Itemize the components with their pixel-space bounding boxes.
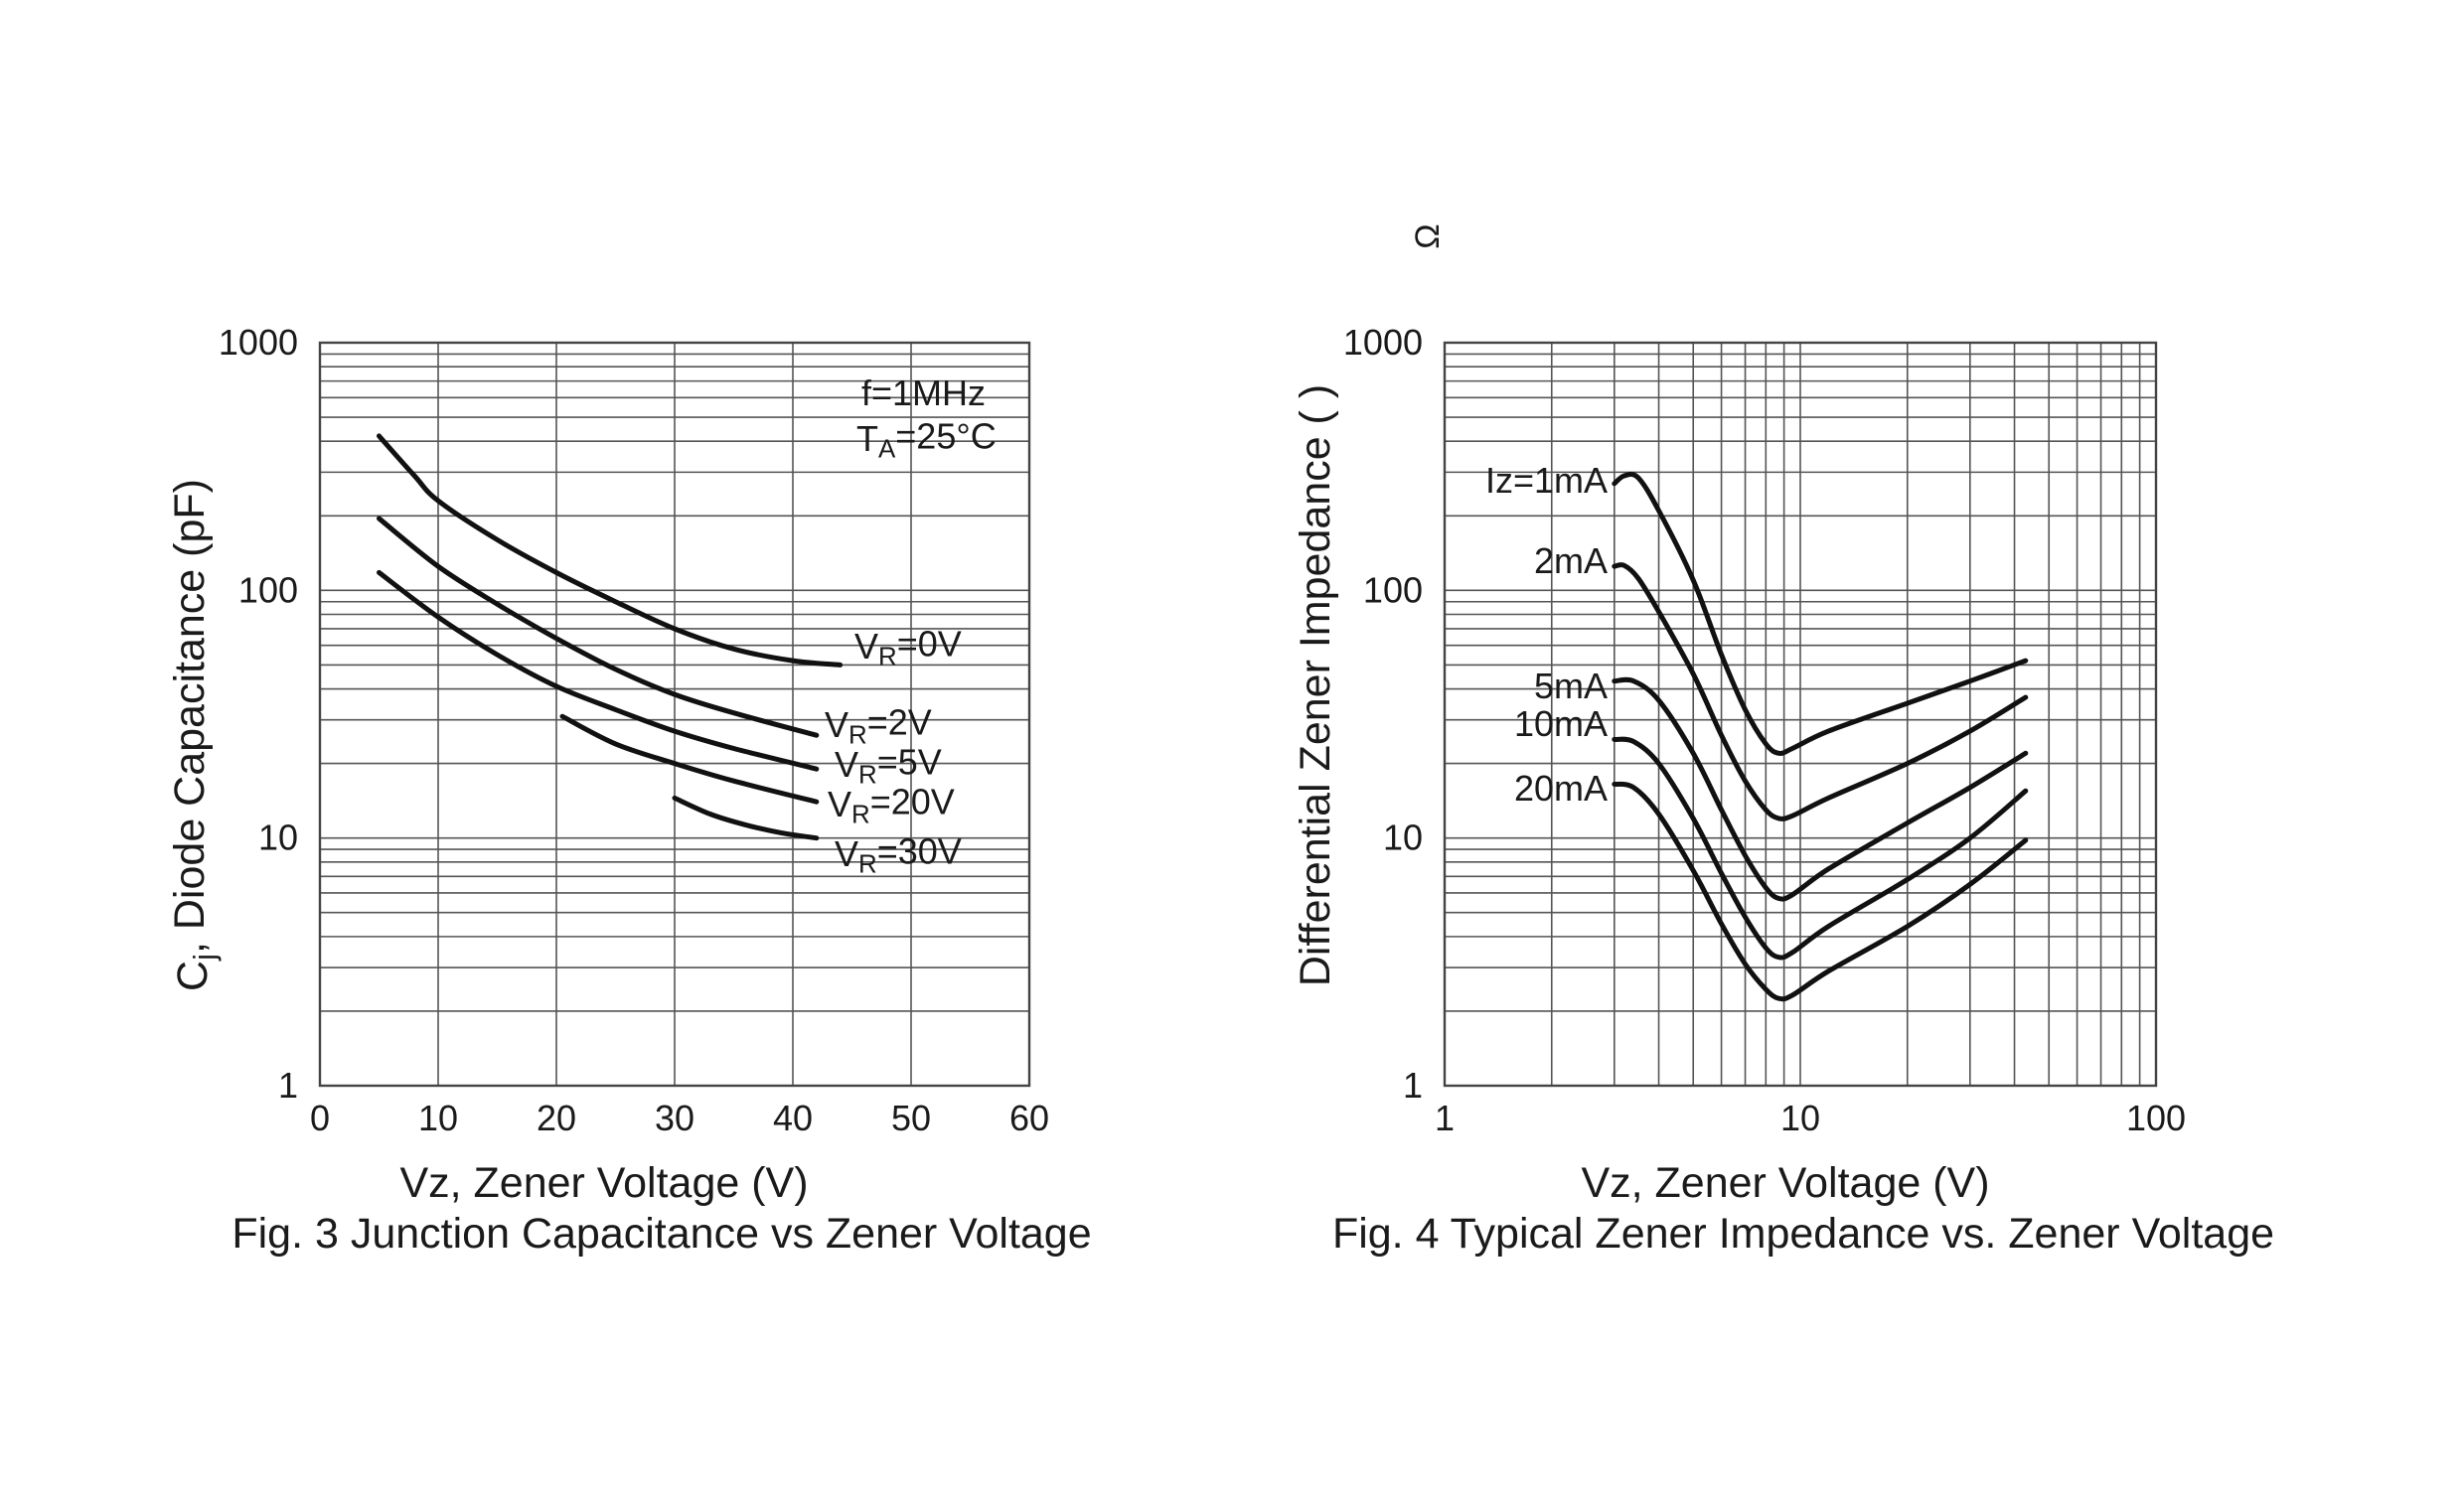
x-tick-label: 10 [1780, 1098, 1820, 1138]
y-axis-label-rest: , Diode Capacitance (pF) [166, 479, 214, 954]
y-axis-label-sub: j [187, 954, 222, 962]
series-line-1 [377, 433, 844, 668]
grid [320, 343, 1029, 1086]
series-label-4-rest: =20V [870, 781, 955, 821]
series-label-3-main: V [835, 744, 858, 785]
series-label-2-sub: R [848, 721, 867, 749]
series-line-5 [672, 795, 820, 841]
plot-frame [318, 341, 1031, 1088]
y-tick-label: 1 [1403, 1065, 1423, 1106]
series-label-4: 10mA [1514, 703, 1608, 744]
y-axis-label: Cj, Diode Capacitance (pF) [166, 479, 222, 991]
series-label-3-rest: =5V [877, 741, 942, 782]
x-tick-label: 100 [2126, 1098, 2186, 1138]
series-label-3-sub: R [858, 761, 877, 789]
series-line-4 [1612, 736, 2029, 961]
series-label-5: VR=30V [835, 830, 962, 878]
series-label-5-rest: =30V [877, 830, 962, 871]
annotation-frequency: f=1MHz [861, 372, 986, 413]
y-axis-label-main: C [169, 961, 217, 991]
grid [1445, 343, 2156, 1086]
series-line-2 [377, 516, 820, 738]
series-label-5-sub: R [858, 850, 877, 878]
plot-frame [1443, 341, 2158, 1088]
y-tick-label: 10 [1383, 817, 1423, 858]
series-line-1 [1612, 471, 2029, 756]
series-label-4: VR=20V [828, 781, 955, 828]
annotation-temperature: TA=25°C [856, 415, 997, 463]
x-tick-label: 60 [1009, 1098, 1049, 1138]
x-tick-label: 30 [655, 1098, 694, 1138]
series-label-1: VR=0V [854, 623, 962, 670]
series-line-2 [1612, 562, 2029, 821]
y-tick-label: 10 [258, 817, 298, 858]
series-label-5-main: V [835, 833, 858, 874]
annotation-temperature-sub: A [878, 435, 896, 463]
y-tick-label: 100 [1363, 569, 1423, 610]
series-label-2-main: V [825, 704, 848, 745]
x-tick-label: 40 [773, 1098, 813, 1138]
x-tick-label: 20 [537, 1098, 576, 1138]
series-label-1-sub: R [878, 643, 897, 670]
series-label-3: 5mA [1534, 666, 1608, 706]
series-label-2: 2mA [1534, 540, 1608, 581]
annotation-temperature-rest: =25°C [895, 415, 996, 456]
y-tick-label: 1000 [1343, 322, 1423, 363]
y-tick-label: 100 [238, 569, 298, 610]
series-label-5: 20mA [1514, 768, 1608, 809]
series-label-4-sub: R [851, 801, 870, 828]
annotation-temperature-main: T [856, 418, 878, 459]
figure-caption: Fig. 3 Junction Capacitance vs Zener Vol… [231, 1210, 1091, 1258]
figure-caption: Fig. 4 Typical Zener Impedance vs. Zener… [1332, 1210, 2274, 1258]
y-axis-unit-mark: Ω [1409, 223, 1447, 248]
series-label-2-rest: =2V [867, 701, 932, 742]
y-tick-label: 1000 [219, 322, 298, 363]
x-tick-label: 0 [310, 1098, 330, 1138]
x-tick-label: 10 [418, 1098, 458, 1138]
series-line-3 [1612, 676, 2029, 902]
series-line-4 [559, 713, 820, 805]
series-label-4-main: V [828, 784, 851, 824]
series-label-3: VR=5V [835, 741, 942, 789]
series-line-5 [1612, 781, 2029, 1002]
x-tick-label: 50 [891, 1098, 931, 1138]
series-label-1: Iz=1mA [1485, 460, 1608, 501]
x-tick-label: 1 [1435, 1098, 1455, 1138]
y-tick-label: 1 [278, 1065, 298, 1106]
x-axis-label: Vz, Zener Voltage (V) [399, 1159, 808, 1207]
series-label-2: VR=2V [825, 701, 932, 749]
series-label-1-main: V [854, 626, 878, 667]
series-label-1-rest: =0V [897, 623, 962, 664]
chart-fig3-junction-capacitance: 0 10 20 30 40 50 601101001000VR=0VVR=2VVR=5VVR… [166, 322, 1092, 1258]
series-line-3 [377, 569, 820, 772]
x-axis-label: Vz, Zener Voltage (V) [1581, 1159, 1989, 1207]
y-axis-label: Differential Zener Impedance ( ) [1292, 384, 1339, 986]
